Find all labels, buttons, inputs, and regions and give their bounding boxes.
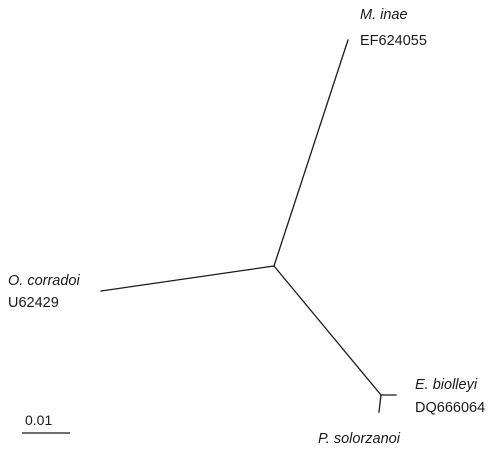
leaf-label-m-inae: M. inae [360, 7, 408, 23]
branch-o-corradoi [100, 265, 275, 292]
leaf-accession-e-biolleyi: DQ666064 [415, 400, 485, 416]
branch-internal [273, 265, 382, 396]
leaf-label-p-solorzanoi: P. solorzanoi [318, 431, 401, 447]
leaf-accession-o-corradoi: U62429 [8, 295, 59, 311]
branch-m-inae [273, 39, 349, 267]
branch-p-solorzanoi [378, 394, 382, 413]
leaf-label-o-corradoi: O. corradoi [8, 273, 80, 289]
leaf-label-e-biolleyi: E. biolleyi [415, 377, 478, 393]
scale-bar-label: 0.01 [25, 412, 52, 428]
leaf-accession-m-inae: EF624055 [360, 33, 427, 49]
